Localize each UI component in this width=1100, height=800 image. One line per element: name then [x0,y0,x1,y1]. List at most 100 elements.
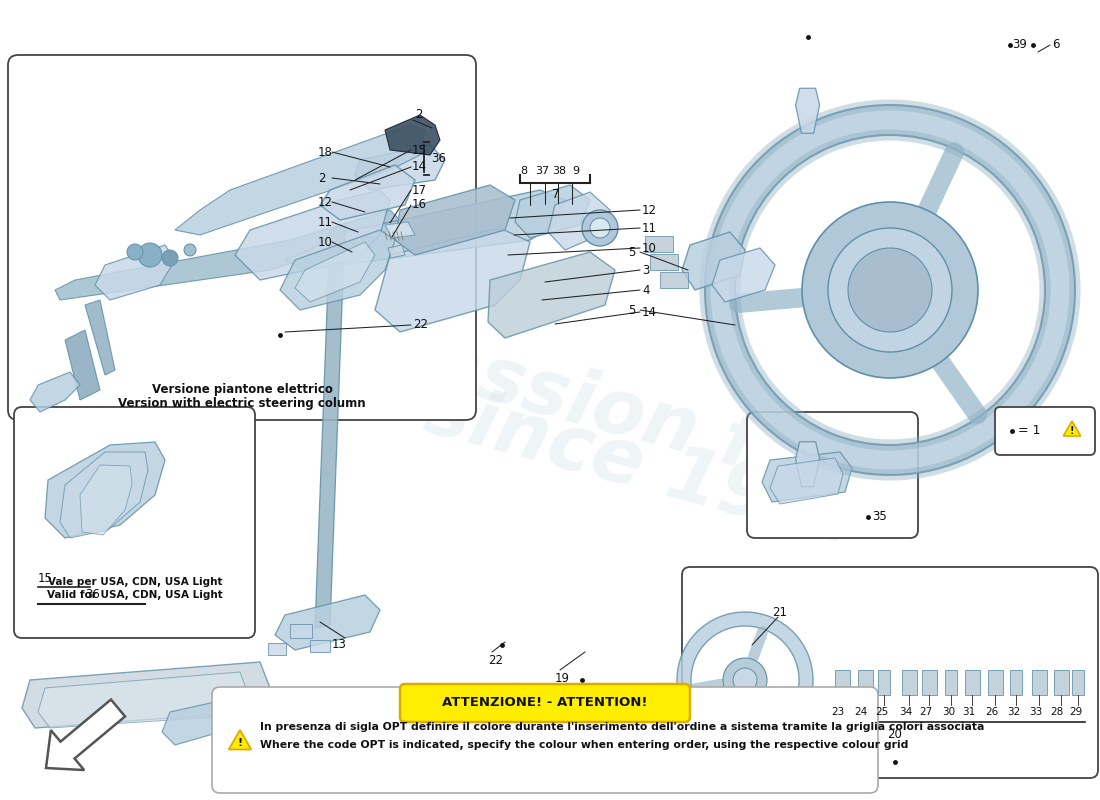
Polygon shape [770,458,843,504]
Text: Valid for USA, CDN, USA Light: Valid for USA, CDN, USA Light [47,590,223,600]
Polygon shape [795,442,820,486]
Text: 5: 5 [628,303,636,317]
Text: 11: 11 [318,215,333,229]
Text: 22: 22 [488,654,503,666]
Polygon shape [548,192,610,250]
Text: 36: 36 [85,587,100,601]
Text: 12: 12 [642,203,657,217]
FancyBboxPatch shape [682,567,1098,778]
Polygon shape [175,125,425,235]
Text: 10: 10 [642,242,657,254]
Text: !: ! [238,738,243,748]
Circle shape [184,244,196,256]
Text: In presenza di sigla OPT definire il colore durante l'inserimento dell'ordine a : In presenza di sigla OPT definire il col… [260,722,984,732]
Text: = 1: = 1 [1014,425,1041,438]
FancyArrowPatch shape [923,338,977,414]
Polygon shape [30,372,80,412]
Circle shape [733,668,757,692]
Polygon shape [275,595,380,650]
Text: 35: 35 [872,510,887,523]
Text: 23: 23 [832,707,845,717]
Circle shape [138,243,162,267]
FancyBboxPatch shape [14,407,255,638]
Text: 4: 4 [642,283,649,297]
Text: 15: 15 [39,571,53,585]
Text: Vale per USA, CDN, USA Light: Vale per USA, CDN, USA Light [47,577,222,587]
Text: 34: 34 [900,707,913,717]
Text: 7: 7 [552,189,560,202]
Text: 39: 39 [1012,38,1027,51]
Polygon shape [395,185,515,255]
Circle shape [723,658,767,702]
Text: 9: 9 [572,166,579,176]
Polygon shape [945,670,957,695]
Polygon shape [385,115,440,155]
Text: 6: 6 [1052,38,1059,51]
Polygon shape [85,300,116,375]
Text: 14: 14 [642,306,657,318]
Text: 22: 22 [412,318,428,331]
Text: 32: 32 [1008,707,1021,717]
Text: 26: 26 [986,707,999,717]
Polygon shape [1072,670,1084,695]
Text: 3: 3 [642,263,649,277]
Text: 13: 13 [332,638,346,651]
Polygon shape [712,248,776,302]
Polygon shape [162,702,226,745]
Text: 17: 17 [412,183,427,197]
Text: 2: 2 [318,171,326,185]
Polygon shape [375,228,530,332]
Polygon shape [80,465,132,535]
Polygon shape [682,232,745,290]
Polygon shape [835,670,850,695]
FancyArrowPatch shape [738,295,833,303]
Text: passion for: passion for [368,312,851,508]
Text: 29: 29 [1069,707,1082,717]
Text: 2: 2 [415,109,422,122]
Polygon shape [320,165,415,220]
Text: !: ! [1069,426,1075,436]
Text: ATTENZIONE! - ATTENTION!: ATTENZIONE! - ATTENTION! [442,697,648,710]
Text: 36: 36 [431,153,446,166]
Polygon shape [858,670,873,695]
Polygon shape [650,254,678,270]
FancyArrowPatch shape [754,632,762,657]
Polygon shape [290,624,312,638]
Text: 28: 28 [1050,707,1064,717]
Polygon shape [65,330,100,400]
Polygon shape [295,242,375,302]
Circle shape [848,248,932,332]
Text: 15: 15 [412,143,427,157]
Polygon shape [60,452,148,538]
Text: 20: 20 [888,727,902,741]
FancyBboxPatch shape [212,687,878,793]
Polygon shape [268,643,286,655]
FancyArrow shape [46,699,125,770]
Polygon shape [762,452,852,502]
Text: 24: 24 [855,707,868,717]
Text: 21: 21 [772,606,786,619]
Polygon shape [235,190,390,280]
Polygon shape [965,670,980,695]
FancyArrowPatch shape [761,699,778,719]
Text: 10: 10 [318,235,333,249]
FancyBboxPatch shape [996,407,1094,455]
Circle shape [802,202,978,378]
FancyArrowPatch shape [914,152,955,238]
FancyBboxPatch shape [747,412,918,538]
Polygon shape [388,245,405,258]
Circle shape [582,210,618,246]
Text: Versione piantone elettrico: Versione piantone elettrico [152,383,332,397]
Polygon shape [878,670,890,695]
Text: 27: 27 [920,707,933,717]
Text: 38: 38 [552,166,567,176]
Polygon shape [902,670,917,695]
Text: 12: 12 [318,195,333,209]
Polygon shape [95,245,175,300]
Polygon shape [310,640,330,652]
Polygon shape [922,670,937,695]
Polygon shape [385,222,415,238]
Text: 5: 5 [628,246,636,258]
Polygon shape [1032,670,1047,695]
Text: 19: 19 [556,671,570,685]
